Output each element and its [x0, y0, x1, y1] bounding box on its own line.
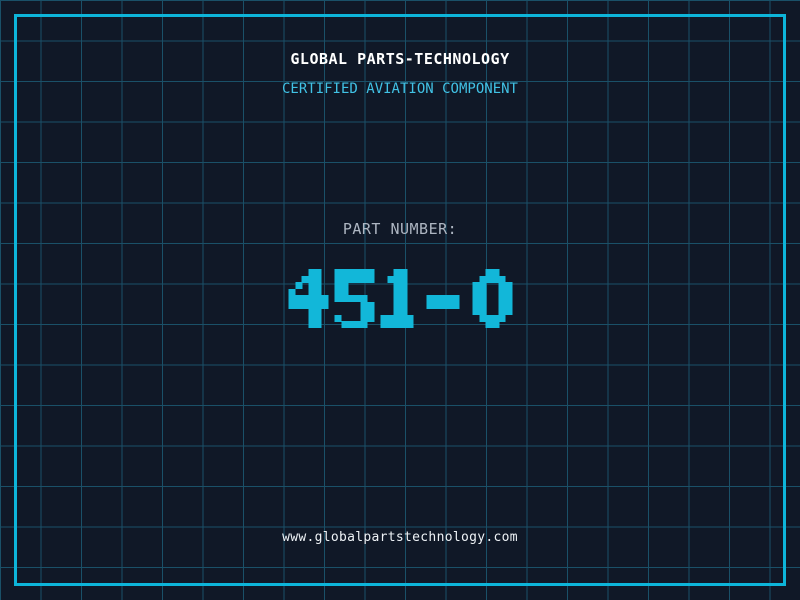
pixel-glyph [334, 269, 374, 328]
pixel-glyph [380, 269, 420, 328]
part-number-label: PART NUMBER: [342, 220, 458, 238]
company-title: GLOBAL PARTS-TECHNOLOGY [290, 50, 510, 68]
pixel-glyph [472, 269, 512, 328]
website-url: www.globalpartstechnology.com [282, 530, 518, 545]
certification-subtitle: CERTIFIED AVIATION COMPONENT [281, 81, 518, 97]
pixel-glyph [288, 269, 328, 328]
part-number-value [288, 269, 512, 328]
pixel-glyph [426, 269, 466, 328]
